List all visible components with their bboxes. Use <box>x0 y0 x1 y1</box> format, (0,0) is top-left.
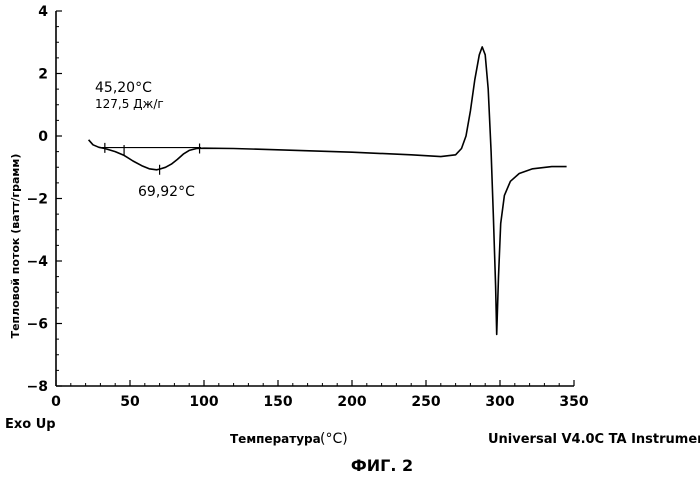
x-tick-label: 0 <box>51 394 61 410</box>
annotation-peak: 69,92°C <box>138 184 195 200</box>
y-tick-label: 2 <box>38 67 48 83</box>
y-tick-label: −4 <box>27 254 49 270</box>
x-tick-label: 250 <box>411 394 440 410</box>
x-tick-label: 100 <box>189 394 218 410</box>
y-tick-label: −2 <box>27 192 48 208</box>
y-tick-label: −8 <box>27 379 48 395</box>
x-axis-unit: (°C) <box>320 431 348 447</box>
x-tick-label: 350 <box>559 394 588 410</box>
x-tick-label: 150 <box>263 394 292 410</box>
figure-caption: ФИГ. 2 <box>351 456 413 475</box>
y-tick-label: 0 <box>38 129 48 145</box>
x-axis-label: Температура <box>230 432 321 446</box>
annotation-marks <box>102 143 201 175</box>
exo-up-label: Exo Up <box>5 417 56 432</box>
annotation-enthalpy: 127,5 Дж/г <box>95 97 164 111</box>
y-tick-label: 4 <box>38 4 48 20</box>
x-tick-label: 200 <box>337 394 366 410</box>
x-tick-label: 50 <box>120 394 140 410</box>
x-tick-label: 300 <box>485 394 514 410</box>
annotation-onset: 45,20°C <box>95 80 152 96</box>
instrument-label: Universal V4.0C TA Instruments <box>488 432 700 447</box>
y-axis-label: Тепловой поток (ватт/грамм) <box>9 154 22 339</box>
ticks: 0 50 100 150 200 250 300 350 4 2 0 −2 −4 −6 −8 <box>27 4 589 410</box>
y-tick-label: −6 <box>27 317 48 333</box>
